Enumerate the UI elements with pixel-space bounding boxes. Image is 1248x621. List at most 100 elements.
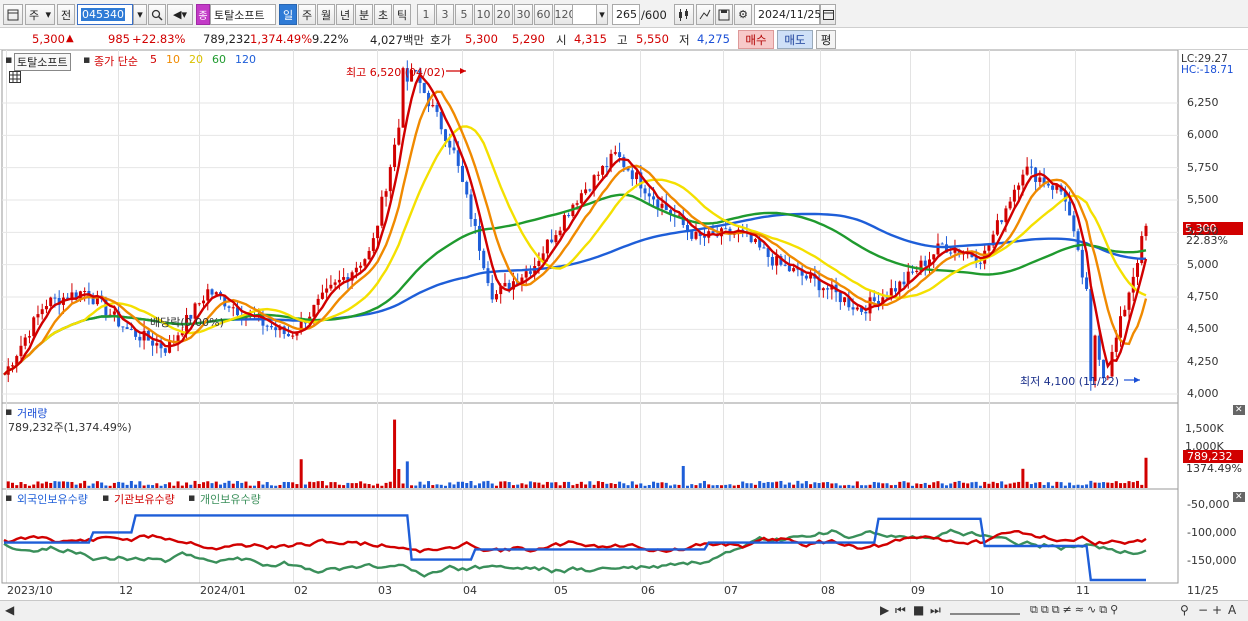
font-size-icon[interactable]: A xyxy=(1228,603,1237,617)
draw-tool-icon[interactable] xyxy=(696,4,714,25)
date-input[interactable]: 2024/11/25 xyxy=(754,4,821,25)
code-value: 045340 xyxy=(81,8,125,21)
candle-body xyxy=(694,231,698,239)
price-y-tick: 6,250 xyxy=(1187,96,1219,109)
candle-body xyxy=(269,326,273,328)
period-tab-2[interactable]: 월 xyxy=(317,4,335,25)
volume-bar xyxy=(27,485,31,488)
candle-body xyxy=(422,82,426,93)
candle-body xyxy=(541,253,545,262)
code-dropdown-button[interactable]: ▾ xyxy=(133,4,147,25)
candle-body xyxy=(664,203,668,211)
candle-body xyxy=(1046,183,1050,186)
candle-type-icon[interactable] xyxy=(674,4,694,25)
holdings-menu-icon[interactable]: ▪ xyxy=(5,491,13,504)
zoom-slider[interactable] xyxy=(950,603,1020,615)
panel-menu-icon[interactable]: ▪ xyxy=(5,53,13,66)
zoom-out-icon[interactable]: − xyxy=(1198,603,1209,617)
interval-tab-10[interactable]: 10 xyxy=(474,4,493,25)
scroll-right-icon[interactable]: ▶ xyxy=(880,603,890,617)
buy-button[interactable]: 매수 xyxy=(738,30,774,49)
scroll-left-icon[interactable]: ◀ xyxy=(5,603,15,617)
interval-tab-120[interactable]: 120 xyxy=(554,4,576,25)
volume-bar xyxy=(219,484,223,488)
candle-body xyxy=(524,271,528,278)
chart-svg[interactable] xyxy=(0,50,1248,600)
interval-tab-1[interactable]: 1 xyxy=(417,4,435,25)
volume-bar xyxy=(240,482,244,488)
candle-body xyxy=(151,340,155,346)
rewind-icon[interactable]: ⏮ xyxy=(895,603,906,617)
save-icon[interactable] xyxy=(715,4,733,25)
interval-tab-3[interactable]: 3 xyxy=(436,4,454,25)
gear-icon[interactable]: ⚙ xyxy=(734,4,752,25)
period-tab-3[interactable]: 년 xyxy=(336,4,354,25)
zoom-in-icon[interactable]: + xyxy=(1212,603,1223,617)
period-tab-6[interactable]: 틱 xyxy=(393,4,411,25)
volume-bar xyxy=(715,485,719,488)
holdings-panel-close-icon[interactable]: ✕ xyxy=(1233,492,1245,502)
volume-bar xyxy=(1131,482,1135,488)
volume-panel-menu-icon[interactable]: ▪ xyxy=(5,405,13,418)
interval-tab-5[interactable]: 5 xyxy=(455,4,473,25)
period-tab-5[interactable]: 초 xyxy=(374,4,392,25)
calendar-icon[interactable] xyxy=(820,4,836,25)
interval-tab-60[interactable]: 60 xyxy=(534,4,553,25)
candle-body xyxy=(702,236,706,238)
fast-forward-icon[interactable]: ⏭ xyxy=(930,603,941,617)
candle-body xyxy=(49,297,53,307)
volume-bar xyxy=(1055,481,1059,488)
count-input[interactable]: 265 xyxy=(612,4,640,25)
candle-body xyxy=(486,268,490,284)
view-tools-icon[interactable]: ⧉⧉⧉≠≈∿⧉⚲ xyxy=(1030,603,1122,616)
holdings-legend-0: 외국인보유수량 xyxy=(17,493,88,506)
candle-body xyxy=(142,330,146,341)
holdings-y-tick: -50,000 xyxy=(1187,498,1230,511)
stock-name-tag[interactable]: 토탈소프트 xyxy=(14,53,71,71)
volume-bar xyxy=(507,482,511,488)
candle-body xyxy=(282,326,286,334)
volume-bar xyxy=(151,485,155,488)
volume-bar xyxy=(970,482,974,488)
period-tab-4[interactable]: 분 xyxy=(355,4,373,25)
volume-bar xyxy=(809,484,813,488)
interval-tab-20[interactable]: 20 xyxy=(494,4,513,25)
zoom-icon[interactable]: ⚲ xyxy=(1180,603,1189,617)
candle-body xyxy=(889,288,893,298)
holdings-menu-icon[interactable]: ▪ xyxy=(188,491,196,504)
type-select[interactable]: 주 ▾ xyxy=(25,4,55,25)
volume-bar xyxy=(384,482,388,488)
eval-button[interactable]: 평 xyxy=(816,30,836,49)
window-icon[interactable] xyxy=(3,4,23,25)
volume-bar xyxy=(613,483,617,488)
candle-body xyxy=(940,243,944,245)
volume-bar xyxy=(1029,484,1033,488)
interval-tab-30[interactable]: 30 xyxy=(514,4,533,25)
interval-dropdown-button[interactable]: ▾ xyxy=(596,4,608,25)
volume-bar xyxy=(486,480,490,488)
search-icon[interactable] xyxy=(148,4,166,25)
candle-body xyxy=(104,299,108,316)
volume-bar xyxy=(558,485,562,488)
volume-bar xyxy=(295,484,299,488)
volume-value: 789,232 xyxy=(203,32,251,46)
candle-body xyxy=(10,365,14,367)
volume-panel-close-icon[interactable]: ✕ xyxy=(1233,405,1245,415)
code-input[interactable]: 045340 xyxy=(77,4,133,25)
candle-body xyxy=(1114,337,1118,352)
period-tab-1[interactable]: 주 xyxy=(298,4,316,25)
stop-icon[interactable]: ■ xyxy=(913,603,925,617)
chart-area[interactable]: ▪ 토탈소프트 ▪ 종가 단순 5 10 20 60 120 최고 6,520 (04/… xyxy=(0,50,1248,600)
candle-body xyxy=(1102,359,1106,378)
volume-bar xyxy=(482,481,486,488)
period-tab-0[interactable]: 일 xyxy=(279,4,297,25)
price-y-tick: 4,750 xyxy=(1187,290,1219,303)
x-tick-label: 07 xyxy=(724,584,738,597)
panel-menu-icon-2[interactable]: ▪ xyxy=(83,53,91,66)
range-select[interactable]: 전 xyxy=(57,4,75,25)
sell-button[interactable]: 매도 xyxy=(777,30,813,49)
holdings-menu-icon[interactable]: ▪ xyxy=(102,491,110,504)
speaker-icon[interactable]: ◀▾ xyxy=(167,4,193,25)
volume-bar xyxy=(431,485,435,488)
volume-bar xyxy=(885,483,889,488)
